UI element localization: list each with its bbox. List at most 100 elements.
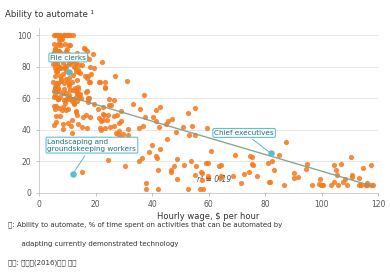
Point (164, 136, 170, 141)
Point (75, 69, 82, 74)
Point (70, 58, 76, 63)
Point (53, 83, 60, 87)
Point (369, 182, 376, 187)
Point (64, 47, 70, 52)
Point (55, 81, 62, 85)
Point (142, 187, 149, 192)
Point (97, 126, 103, 130)
Point (362, 182, 369, 187)
Point (205, 161, 211, 166)
Point (70, 73, 76, 78)
Point (331, 180, 337, 185)
Point (79, 125, 85, 129)
Point (168, 168, 174, 173)
Point (84, 126, 90, 130)
Point (67, 33, 74, 38)
Point (208, 149, 214, 153)
Point (51, 33, 58, 38)
Point (112, 74, 119, 78)
Text: Chief executives: Chief executives (215, 130, 274, 152)
Point (55, 64, 61, 68)
Point (52, 114, 58, 118)
Point (86, 80, 92, 84)
Point (363, 182, 370, 187)
Point (75, 68, 81, 72)
Point (57, 66, 63, 70)
Point (54, 49, 60, 54)
Point (62, 64, 68, 69)
Point (55, 96, 61, 101)
Point (62, 42, 68, 47)
Point (51, 52, 57, 56)
Point (50, 80, 57, 84)
Point (60, 33, 67, 38)
Point (340, 180, 346, 184)
Point (347, 155, 354, 160)
Point (96, 79, 102, 84)
Point (57, 78, 64, 83)
Point (62, 101, 69, 105)
Point (174, 157, 181, 161)
Point (52, 54, 58, 59)
Point (82, 46, 88, 51)
Point (65, 33, 71, 38)
Point (77, 71, 83, 75)
Point (122, 164, 129, 168)
Point (67, 96, 74, 101)
Point (56, 34, 62, 39)
Point (75, 122, 81, 126)
Point (85, 73, 91, 78)
Point (248, 161, 255, 166)
Point (320, 182, 326, 187)
Point (52, 33, 58, 38)
Point (64, 96, 70, 101)
Point (84, 76, 90, 80)
Point (54, 70, 60, 74)
Point (79, 170, 85, 174)
Point (55, 53, 61, 57)
Point (99, 104, 106, 109)
Point (281, 182, 287, 187)
Point (55, 50, 62, 55)
Point (62, 48, 69, 53)
Point (363, 182, 369, 187)
Text: Ability to automate ¹: Ability to automate ¹ (5, 10, 94, 19)
Point (111, 98, 117, 103)
Point (136, 126, 142, 130)
Point (95, 107, 101, 111)
Point (358, 182, 364, 187)
Point (344, 182, 351, 187)
Point (60, 72, 66, 76)
Point (60, 33, 67, 38)
Point (61, 87, 67, 92)
Point (333, 173, 340, 177)
Point (62, 68, 69, 73)
Point (73, 95, 80, 100)
Point (247, 154, 254, 158)
Point (191, 106, 198, 110)
Point (53, 89, 60, 93)
Point (61, 33, 67, 38)
Point (98, 119, 105, 123)
Point (63, 108, 69, 112)
Point (224, 133, 230, 138)
Point (118, 109, 124, 113)
Point (53, 120, 59, 124)
Point (78, 138, 84, 143)
Point (51, 42, 57, 46)
Point (71, 65, 77, 70)
Point (335, 182, 342, 187)
Point (55, 33, 61, 38)
Point (62, 64, 69, 68)
Point (303, 161, 310, 166)
Point (73, 89, 79, 93)
Point (55, 97, 61, 101)
Point (83, 55, 89, 59)
Point (69, 118, 75, 122)
Point (75, 92, 81, 96)
Point (69, 33, 76, 38)
Point (76, 63, 82, 67)
Point (116, 121, 122, 125)
Point (125, 127, 131, 131)
Point (58, 76, 64, 81)
